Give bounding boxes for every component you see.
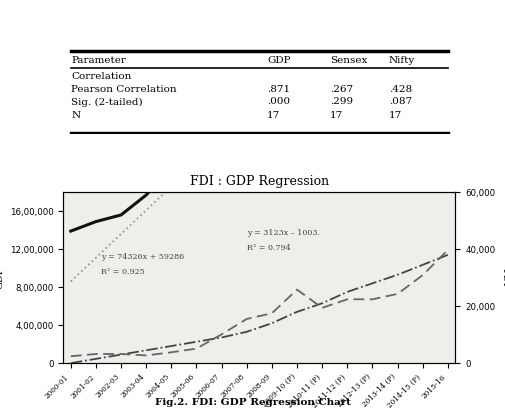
Linear (FDI) xyxy=(319,301,325,306)
FDI xyxy=(319,306,325,310)
Text: .871: .871 xyxy=(267,84,290,94)
Linear (FDI) xyxy=(394,272,400,277)
Y-axis label: FDI: FDI xyxy=(499,268,505,287)
Linear (GDP) xyxy=(93,255,99,260)
Linear (FDI) xyxy=(343,289,349,294)
Text: Fig.2. FDI: GDP Regression Chart: Fig.2. FDI: GDP Regression Chart xyxy=(155,398,350,407)
Linear (FDI) xyxy=(143,348,149,353)
FDI xyxy=(68,354,74,359)
Linear (GDP) xyxy=(243,89,249,94)
FDI xyxy=(243,317,249,322)
Text: y = 74326x + 59286: y = 74326x + 59286 xyxy=(101,253,184,261)
GDP xyxy=(68,228,74,233)
FDI xyxy=(93,352,99,357)
Line: FDI: FDI xyxy=(71,250,447,356)
FDI xyxy=(369,297,375,302)
Text: N: N xyxy=(71,111,80,120)
Text: .267: .267 xyxy=(329,84,352,94)
FDI xyxy=(168,350,174,355)
Linear (GDP) xyxy=(118,231,124,236)
Linear (FDI) xyxy=(293,309,299,314)
Text: 17: 17 xyxy=(329,111,342,120)
Linear (FDI) xyxy=(268,321,274,326)
Text: Correlation: Correlation xyxy=(71,72,131,81)
GDP xyxy=(243,46,249,51)
Linear (FDI) xyxy=(118,352,124,357)
Text: .299: .299 xyxy=(329,98,352,106)
Linear (FDI) xyxy=(243,329,249,334)
GDP xyxy=(168,165,174,170)
Linear (FDI) xyxy=(168,344,174,348)
FDI xyxy=(293,287,299,292)
Text: 17: 17 xyxy=(267,111,280,120)
Linear (FDI) xyxy=(68,361,74,366)
Line: Linear (FDI): Linear (FDI) xyxy=(71,255,447,363)
Text: GDP: GDP xyxy=(267,56,290,65)
Y-axis label: GDP: GDP xyxy=(0,266,4,289)
Text: 17: 17 xyxy=(388,111,401,120)
Linear (FDI) xyxy=(93,357,99,361)
Line: GDP: GDP xyxy=(71,0,447,231)
Text: R² = 0.794: R² = 0.794 xyxy=(246,244,290,252)
GDP xyxy=(193,135,199,140)
Text: Parameter: Parameter xyxy=(71,56,126,65)
GDP xyxy=(143,193,149,197)
FDI xyxy=(143,353,149,358)
GDP xyxy=(268,11,274,16)
Text: Nifty: Nifty xyxy=(388,56,414,65)
Linear (GDP) xyxy=(143,208,149,213)
Linear (FDI) xyxy=(369,281,375,286)
Text: .428: .428 xyxy=(388,84,411,94)
Linear (GDP) xyxy=(68,279,74,284)
FDI xyxy=(419,273,425,277)
FDI xyxy=(394,291,400,296)
Linear (GDP) xyxy=(268,42,274,47)
FDI xyxy=(268,311,274,316)
Title: FDI : GDP Regression: FDI : GDP Regression xyxy=(189,175,328,188)
FDI xyxy=(444,248,450,253)
GDP xyxy=(218,95,224,100)
FDI xyxy=(118,352,124,357)
Text: Sensex: Sensex xyxy=(329,56,367,65)
Text: R² = 0.925: R² = 0.925 xyxy=(101,268,144,276)
Linear (GDP) xyxy=(218,137,224,142)
Text: .000: .000 xyxy=(267,98,290,106)
Linear (GDP) xyxy=(168,184,174,189)
Linear (FDI) xyxy=(444,253,450,257)
GDP xyxy=(93,219,99,224)
Text: Pearson Correlation: Pearson Correlation xyxy=(71,84,176,94)
Text: y = 3123x – 1003.: y = 3123x – 1003. xyxy=(246,229,319,237)
FDI xyxy=(218,332,224,337)
Linear (GDP) xyxy=(193,160,199,165)
Linear (FDI) xyxy=(193,339,199,344)
FDI xyxy=(193,346,199,351)
Text: .087: .087 xyxy=(388,98,411,106)
GDP xyxy=(118,213,124,217)
Text: Sig. (2-tailed): Sig. (2-tailed) xyxy=(71,98,142,106)
Linear (FDI) xyxy=(218,335,224,340)
Linear (FDI) xyxy=(419,262,425,267)
FDI xyxy=(343,297,349,302)
Line: Linear (GDP): Linear (GDP) xyxy=(71,0,447,282)
